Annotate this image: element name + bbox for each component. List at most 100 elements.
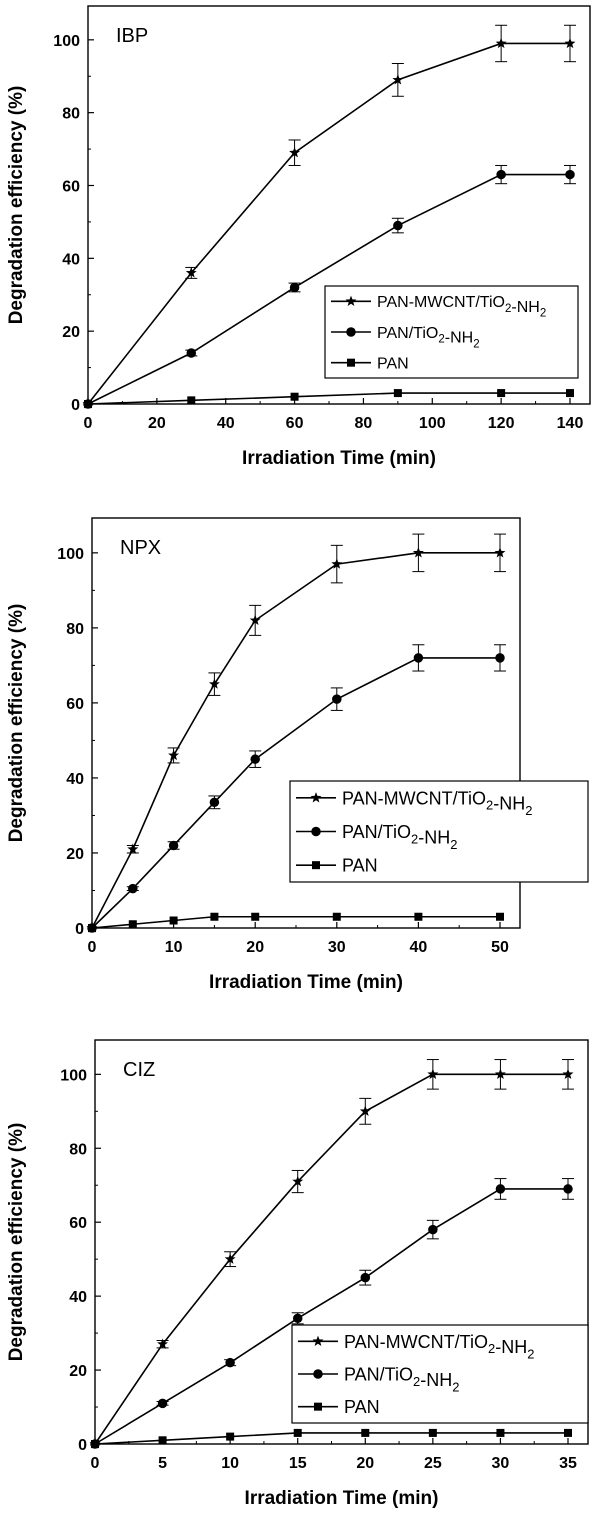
legend-marker <box>313 1369 323 1379</box>
y-tick-label: 0 <box>78 1437 87 1454</box>
y-tick-label: 40 <box>62 251 80 268</box>
legend-label: PAN <box>377 355 409 372</box>
data-point <box>413 653 424 663</box>
legend-marker <box>347 358 355 367</box>
data-point <box>168 840 179 851</box>
legend-marker <box>346 327 356 337</box>
y-tick-label: 0 <box>75 921 84 938</box>
y-tick-label: 100 <box>53 33 80 50</box>
legend-box <box>289 780 589 883</box>
data-point <box>332 912 341 921</box>
data-point <box>562 1068 574 1079</box>
legend-entry: PAN/TiO2-NH2 <box>298 1364 459 1394</box>
data-point <box>157 1338 169 1349</box>
data-point <box>84 400 92 408</box>
y-tick-label: 80 <box>69 1141 87 1158</box>
data-point <box>128 883 138 894</box>
y-axis-title: Degradation efficiency (%) <box>6 86 27 325</box>
x-tick-label: 40 <box>217 415 235 432</box>
legend-label: PAN/TiO2-NH2 <box>344 1364 459 1394</box>
y-tick-label: 80 <box>62 106 80 123</box>
y-tick-label: 20 <box>62 324 80 341</box>
y-tick-label: 100 <box>60 1067 87 1084</box>
data-point <box>359 1105 371 1116</box>
data-point <box>392 74 404 85</box>
series-star <box>86 533 506 933</box>
legend-entry: PAN-MWCNT/TiO2-NH2 <box>331 294 546 320</box>
legend-entry: PAN <box>296 856 378 876</box>
legend-box <box>291 1324 589 1424</box>
legend: PAN-MWCNT/TiO2-NH2 PAN/TiO2-NH2 PAN <box>324 285 579 379</box>
x-tick-label: 140 <box>557 415 584 432</box>
data-point <box>209 797 220 808</box>
data-point <box>249 614 261 626</box>
legend-label: PAN/TiO2-NH2 <box>377 325 480 351</box>
data-point <box>186 348 197 358</box>
series-line <box>87 173 570 405</box>
data-point <box>224 1253 236 1264</box>
data-point <box>496 169 506 180</box>
data-point <box>208 678 220 689</box>
x-tick-label: 0 <box>84 415 93 432</box>
panel-annotation: IBP <box>116 25 148 47</box>
series-line <box>87 392 570 405</box>
data-point <box>414 912 423 921</box>
series-square <box>88 912 504 932</box>
legend-entry: PAN-MWCNT/TiO2-NH2 <box>296 788 532 818</box>
data-point <box>91 1440 99 1448</box>
data-point <box>497 389 506 398</box>
data-point <box>289 282 300 293</box>
data-point <box>495 37 507 49</box>
data-point <box>169 916 178 925</box>
data-point <box>292 1175 304 1187</box>
plot-frame <box>87 5 591 405</box>
legend-label: PAN/TiO2-NH2 <box>342 822 457 852</box>
legend-entry: PAN/TiO2-NH2 <box>331 325 480 351</box>
x-tick-label: 5 <box>158 1455 167 1472</box>
x-tick-label: 0 <box>88 939 97 956</box>
x-tick-label: 25 <box>424 1455 442 1472</box>
x-tick-label: 15 <box>289 1455 307 1472</box>
data-point <box>168 749 180 761</box>
y-tick-label: 60 <box>69 1215 87 1232</box>
legend: PAN-MWCNT/TiO2-NH2 PAN/TiO2-NH2 PAN <box>289 780 589 883</box>
y-axis-title: Degradation efficiency (%) <box>6 604 27 843</box>
plot-frame <box>91 517 521 929</box>
data-point <box>564 37 576 49</box>
x-tick-label: 30 <box>492 1455 510 1472</box>
data-point <box>226 1432 235 1441</box>
data-point <box>393 389 402 398</box>
series-line <box>87 42 570 405</box>
y-tick-label: 40 <box>69 1289 87 1306</box>
data-point <box>566 389 574 398</box>
legend-label: PAN-MWCNT/TiO2-NH2 <box>377 294 546 320</box>
data-point <box>210 912 219 921</box>
series-star <box>89 1059 574 1449</box>
legend-marker <box>312 1335 324 1346</box>
chart-panel-3: 0 5 10 15 20 25 30 35 0 20 40 60 80 100 Irradiation Ti… <box>6 1039 589 1509</box>
legend-marker <box>312 861 320 870</box>
legend-entry: PAN/TiO2-NH2 <box>296 822 457 852</box>
data-point <box>428 1428 437 1437</box>
x-tick-label: 50 <box>491 939 509 956</box>
x-tick-label: 10 <box>165 939 183 956</box>
legend-marker <box>314 1402 322 1411</box>
legend-entry: PAN-MWCNT/TiO2-NH2 <box>298 1332 534 1362</box>
data-point <box>360 1272 371 1283</box>
data-point <box>361 1428 370 1437</box>
y-tick-label: 20 <box>69 1363 87 1380</box>
x-tick-label: 120 <box>488 415 515 432</box>
x-tick-label: 20 <box>148 415 166 432</box>
x-axis-title: Irradiation Time (min) <box>242 448 436 469</box>
x-axis-title: Irradiation Time (min) <box>245 1488 439 1509</box>
series-line <box>94 1432 568 1445</box>
data-point <box>495 653 505 663</box>
x-tick-label: 20 <box>356 1455 374 1472</box>
data-point <box>393 220 403 231</box>
series-line <box>94 1188 568 1445</box>
legend-marker <box>311 826 321 837</box>
series-line <box>91 657 500 929</box>
x-tick-label: 100 <box>419 415 446 432</box>
